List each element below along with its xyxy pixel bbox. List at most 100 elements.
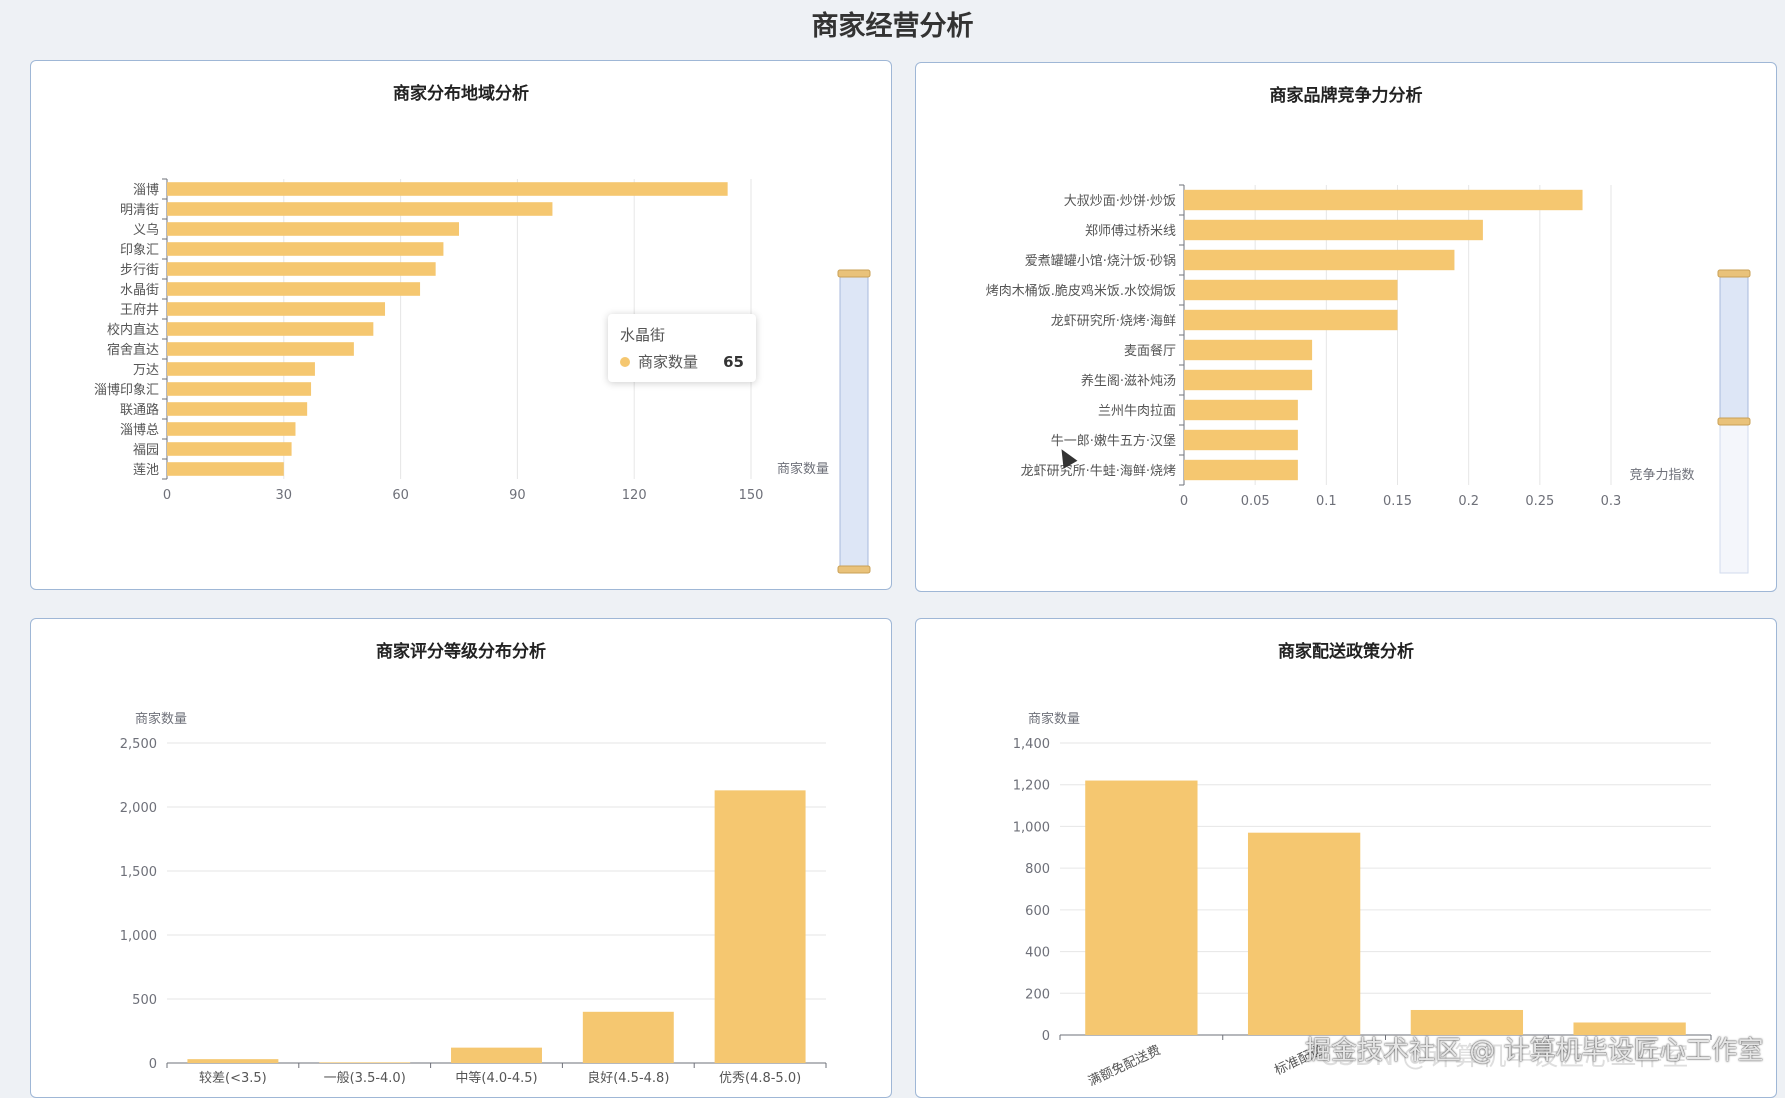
datazoom-handle-top <box>1717 269 1751 278</box>
y-tick-label: 福园 <box>133 443 159 458</box>
rating-chart-card: 商家评分等级分布分析 0 500 1,000 1,500 2,000 2,500 商家数量较… <box>30 618 892 1098</box>
bar[interactable] <box>1184 219 1483 241</box>
tooltip-value: 65 <box>723 352 744 371</box>
y-tick-label: 2,500 <box>120 737 157 752</box>
bar[interactable] <box>1184 369 1313 391</box>
y-tick-label: 0 <box>1042 1029 1050 1044</box>
bar[interactable] <box>167 462 284 476</box>
y-tick-label: 1,400 <box>1013 737 1050 752</box>
y-tick-label: 500 <box>132 993 157 1008</box>
datazoom-selection <box>839 272 869 570</box>
bar[interactable] <box>319 1062 411 1063</box>
bar[interactable] <box>167 262 436 276</box>
y-tick-label: 1,000 <box>1013 820 1050 835</box>
bar[interactable] <box>1410 1009 1524 1035</box>
y-tick-label: 1,500 <box>120 865 157 880</box>
datazoom-handle-bottom <box>1717 417 1751 426</box>
chart-title: 商家分布地域分析 <box>393 84 529 104</box>
x-tick-label: 0 <box>163 488 171 503</box>
y-tick-label: 600 <box>1025 904 1050 919</box>
x-tick-label: 优秀(4.8-5.0) <box>719 1071 801 1086</box>
bar[interactable] <box>1184 249 1455 271</box>
series-dot-icon <box>620 356 630 367</box>
watermark-csdn: CSDN @计算机毕设匠心工作室 <box>1320 1042 1689 1072</box>
bar[interactable] <box>1573 1022 1686 1035</box>
bar[interactable] <box>167 322 374 336</box>
datazoom-selection <box>1719 272 1749 422</box>
bar[interactable] <box>1184 339 1313 361</box>
y-tick-label: 义乌 <box>133 222 159 238</box>
tooltip-category: 水晶街 <box>620 326 666 344</box>
y-tick-label: 郑师傅过桥米线 <box>1085 224 1176 239</box>
bar[interactable] <box>1184 279 1398 301</box>
y-tick-label: 步行街 <box>120 263 159 278</box>
y-tick-label: 明清街 <box>120 203 159 218</box>
bar[interactable] <box>187 1059 279 1063</box>
x-tick-label: 中等(4.0-4.5) <box>455 1070 537 1086</box>
bar[interactable] <box>451 1047 542 1063</box>
bar[interactable] <box>167 302 386 316</box>
brand-bar-chart[interactable]: 0 0.05 0.1 0.15 0.2 0.25 0.3 大叔炒面·炒饼·炒饭郑师傅过桥米线爱… <box>916 63 1777 592</box>
chart-title: 商家评分等级分布分析 <box>376 642 546 662</box>
datazoom-handle-bottom <box>837 565 871 574</box>
y-tick-label: 1,200 <box>1013 779 1050 794</box>
tooltip-series: 商家数量 <box>638 353 699 371</box>
bar[interactable] <box>1184 189 1583 211</box>
bar[interactable] <box>1184 309 1398 331</box>
bar[interactable] <box>1184 459 1298 481</box>
x-tick-label: 良好(4.5-4.8) <box>587 1070 669 1086</box>
x-tick-label: 0.2 <box>1458 494 1479 509</box>
bar[interactable] <box>167 222 459 236</box>
region-bar-chart[interactable]: 0 30 60 90 120 150淄博明清街义乌印象汇步行街水晶街王府井校内直达宿舍直达… <box>31 61 892 590</box>
bar[interactable] <box>167 182 728 196</box>
x-tick-label: 0 <box>1180 494 1188 509</box>
x-axis-name: 竞争力指数 <box>1629 467 1694 483</box>
bar[interactable] <box>582 1011 674 1063</box>
bar[interactable] <box>167 442 292 456</box>
y-tick-label: 烤肉木桶饭.脆皮鸡米饭.水饺焗饭 <box>986 283 1176 299</box>
y-tick-label: 印象汇 <box>120 243 159 258</box>
x-tick-label: 0.15 <box>1383 494 1412 509</box>
bar[interactable] <box>1184 429 1298 451</box>
x-tick-label: 120 <box>622 488 647 503</box>
bar[interactable] <box>167 382 312 396</box>
bar[interactable] <box>167 342 354 356</box>
y-axis-name: 商家数量 <box>135 711 187 727</box>
region-chart-card: 商家分布地域分析 0 30 60 90 120 150 淄博 明清街 义乌 印象汇 步行街 水晶街 王府… <box>30 60 892 590</box>
y-tick-label: 养生阁·滋补炖汤 <box>1081 373 1176 389</box>
bar[interactable] <box>1184 399 1298 421</box>
y-tick-label: 王府井 <box>120 303 159 318</box>
bar[interactable] <box>167 422 296 436</box>
y-tick-label: 1,000 <box>120 929 157 944</box>
y-tick-label: 牛一郎·嫩牛五方·汉堡 <box>1051 433 1176 449</box>
x-tick-label: 0.05 <box>1241 494 1270 509</box>
y-tick-label: 淄博总 <box>120 423 159 438</box>
bar[interactable] <box>1247 832 1361 1035</box>
x-tick-label: 0.3 <box>1601 494 1622 509</box>
y-tick-label: 宿舍直达 <box>107 342 159 358</box>
bar[interactable] <box>167 282 421 296</box>
y-tick-label: 大叔炒面·炒饼·炒饭 <box>1064 194 1176 209</box>
x-tick-label: 满额免配送费 <box>1086 1043 1163 1090</box>
bar[interactable] <box>167 202 553 216</box>
y-tick-label: 兰州牛肉拉面 <box>1098 404 1176 419</box>
x-tick-label: 30 <box>276 488 293 503</box>
y-tick-label: 淄博印象汇 <box>94 383 159 398</box>
x-tick-label: 150 <box>739 488 764 503</box>
bar[interactable] <box>167 242 444 256</box>
bar[interactable] <box>714 790 806 1063</box>
y-tick-label: 800 <box>1025 862 1050 877</box>
bar[interactable] <box>167 362 315 376</box>
y-tick-label: 爱煮罐罐小馆·烧汁饭·砂锅 <box>1025 253 1176 269</box>
bar[interactable] <box>1085 780 1198 1035</box>
watermark: 掘金技术社区 @ 计算机毕设匠心工作室 <box>1305 1036 1764 1066</box>
chart-tooltip: 水晶街 商家数量 65 <box>608 314 756 382</box>
x-tick-label: 0.1 <box>1316 494 1337 509</box>
y-tick-label: 莲池 <box>133 463 159 478</box>
y-tick-label: 校内直达 <box>107 322 159 338</box>
y-tick-label: 400 <box>1025 946 1050 961</box>
chart-title: 商家配送政策分析 <box>1278 642 1414 662</box>
bar[interactable] <box>167 402 308 416</box>
